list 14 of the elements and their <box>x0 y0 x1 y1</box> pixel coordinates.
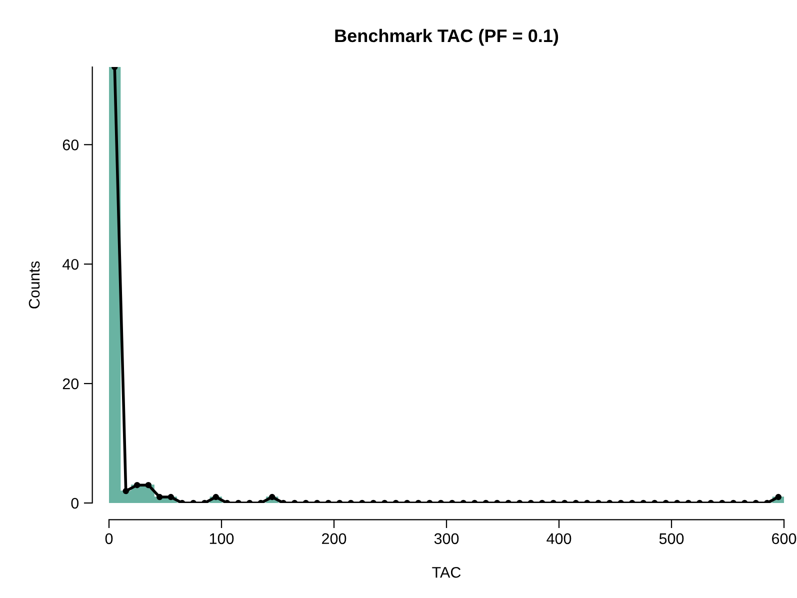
x-tick-label: 0 <box>105 533 113 544</box>
x-tick-label: 200 <box>322 533 346 544</box>
y-tick-label: 40 <box>62 258 79 270</box>
y-tick-label: 60 <box>62 140 79 150</box>
y-tick-label: 0 <box>71 498 79 509</box>
y-tick-label: 20 <box>62 378 79 390</box>
x-axis-title: TAC <box>432 566 461 578</box>
x-tick-label: 400 <box>546 533 572 544</box>
y-axis-title: Counts <box>28 261 40 308</box>
x-tick-label: 100 <box>210 533 234 544</box>
x-tick-label: 600 <box>772 533 796 544</box>
chart-title: Benchmark TAC (PF = 0.1) <box>335 28 558 46</box>
x-tick-label: 300 <box>434 533 459 544</box>
x-tick-label: 500 <box>659 533 684 544</box>
